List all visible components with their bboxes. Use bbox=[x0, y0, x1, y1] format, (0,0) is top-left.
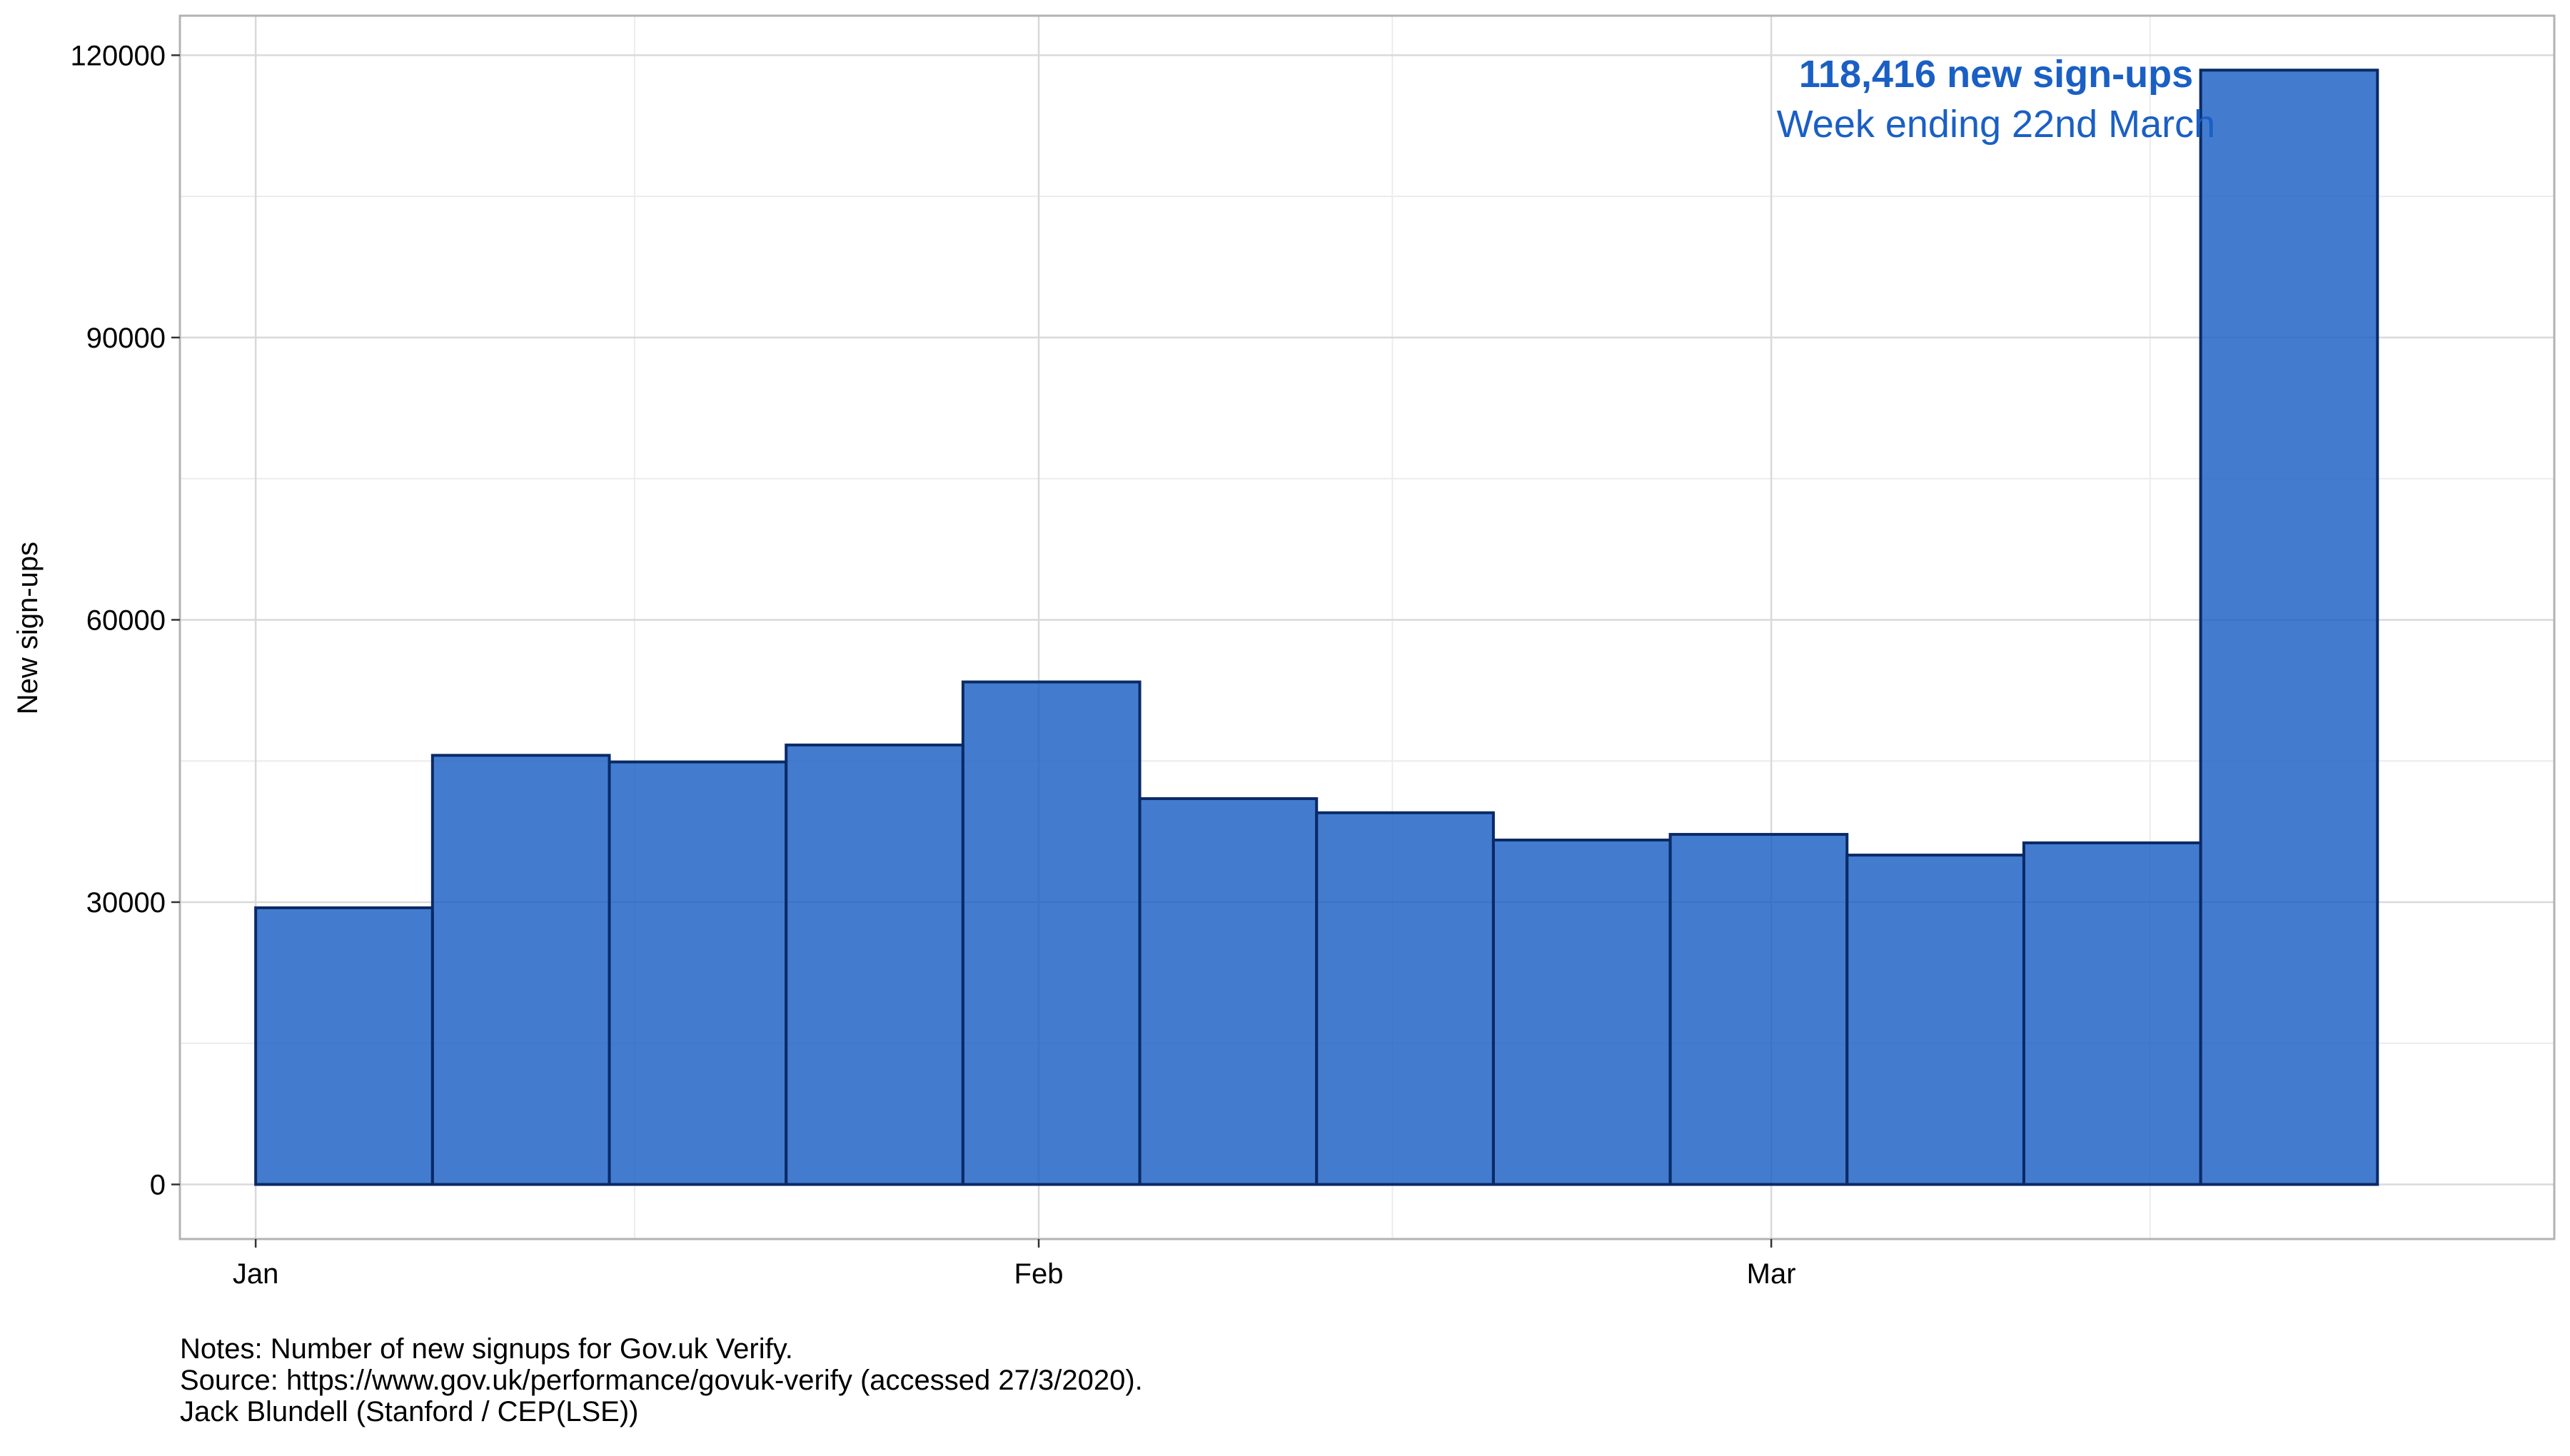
bars bbox=[254, 69, 2379, 1186]
source-line: Source: https://www.gov.uk/performance/g… bbox=[180, 1365, 1143, 1396]
notes-line: Notes: Number of new signups for Gov.uk … bbox=[180, 1333, 793, 1365]
bar bbox=[1315, 811, 1495, 1186]
x-tick-label: Mar bbox=[1747, 1258, 1796, 1290]
y-tick-label: 0 bbox=[150, 1170, 166, 1201]
bar bbox=[1668, 833, 1849, 1186]
bar bbox=[1845, 854, 2025, 1186]
annotation-headline: 118,416 new sign-ups bbox=[1799, 53, 2193, 96]
chart-notes: Notes: Number of new signups for Gov.uk … bbox=[180, 1333, 1143, 1427]
panel-border bbox=[178, 14, 2556, 1240]
y-tick-label: 30000 bbox=[86, 887, 166, 919]
bar bbox=[608, 760, 788, 1186]
bar bbox=[785, 743, 964, 1186]
bar bbox=[1491, 838, 1672, 1186]
y-axis-title: New sign-ups bbox=[12, 542, 44, 714]
author-line: Jack Blundell (Stanford / CEP(LSE)) bbox=[180, 1396, 639, 1427]
y-tick-label: 90000 bbox=[86, 323, 166, 354]
y-axis-ticks: 0 30000 60000 90000 120000 bbox=[71, 40, 180, 1201]
x-tick-label: Feb bbox=[1014, 1258, 1064, 1290]
y-tick-label: 60000 bbox=[86, 605, 166, 636]
y-tick-label: 120000 bbox=[71, 40, 166, 71]
bar bbox=[254, 906, 434, 1186]
bar bbox=[2022, 841, 2202, 1186]
bar bbox=[2199, 69, 2379, 1186]
bar bbox=[430, 754, 611, 1186]
bar bbox=[961, 680, 1142, 1186]
annotation-subline: Week ending 22nd March bbox=[1777, 103, 2215, 146]
x-axis-ticks: Jan Feb Mar bbox=[233, 1239, 1796, 1290]
bar bbox=[1138, 797, 1319, 1186]
x-tick-label: Jan bbox=[233, 1258, 279, 1290]
